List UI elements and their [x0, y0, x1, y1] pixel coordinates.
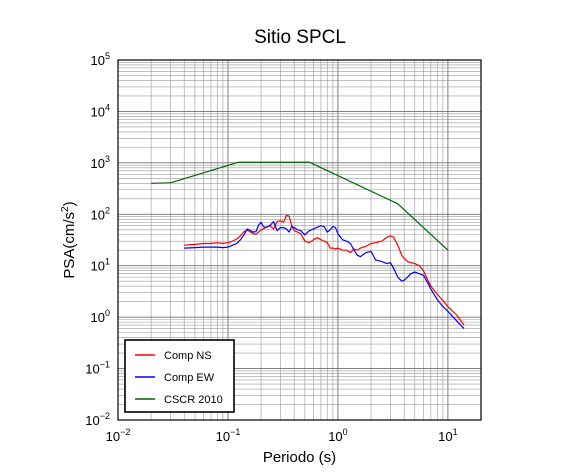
x-tick-label: 10−2 — [106, 427, 131, 444]
x-tick-label: 10−1 — [216, 427, 241, 444]
x-tick-label: 100 — [328, 427, 347, 444]
plot-frame — [117, 59, 482, 421]
y-tick-label: 10−1 — [85, 360, 110, 377]
y-tick-label: 104 — [91, 102, 110, 119]
y-axis-label-sup: 2 — [60, 206, 71, 212]
legend-label: Comp EW — [164, 372, 215, 384]
x-tick-label: 101 — [438, 427, 457, 444]
x-axis-label: Periodo (s) — [263, 449, 336, 466]
chart-title: Sitio SPCL — [254, 27, 346, 48]
legend: Comp NS Comp EW CSCR 2010 — [124, 339, 235, 413]
series-line-3 — [151, 161, 449, 251]
y-tick-label: 101 — [91, 257, 110, 274]
y-tick-label: 100 — [91, 308, 110, 325]
y-tick-label: 103 — [91, 154, 110, 171]
legend-label: Comp NS — [164, 350, 212, 362]
y-tick-label: 105 — [91, 51, 110, 68]
series-layer — [151, 161, 465, 330]
y-tick-labels: 10−2 10−1 100 101 102 103 104 105 — [85, 51, 110, 428]
legend-label: CSCR 2010 — [164, 394, 223, 406]
y-axis-label-suffix: ) — [61, 201, 78, 206]
x-tick-labels: 10−2 10−1 100 101 — [106, 427, 458, 444]
series-line-2 — [184, 221, 465, 330]
y-axis-label-prefix: PSA(cm/s — [61, 212, 78, 279]
y-tick-label: 102 — [91, 205, 110, 222]
y-axis-label: PSA(cm/s2) — [60, 201, 78, 278]
grid — [117, 59, 482, 421]
legend-box — [124, 339, 235, 413]
y-tick-label: 10−2 — [85, 411, 110, 428]
